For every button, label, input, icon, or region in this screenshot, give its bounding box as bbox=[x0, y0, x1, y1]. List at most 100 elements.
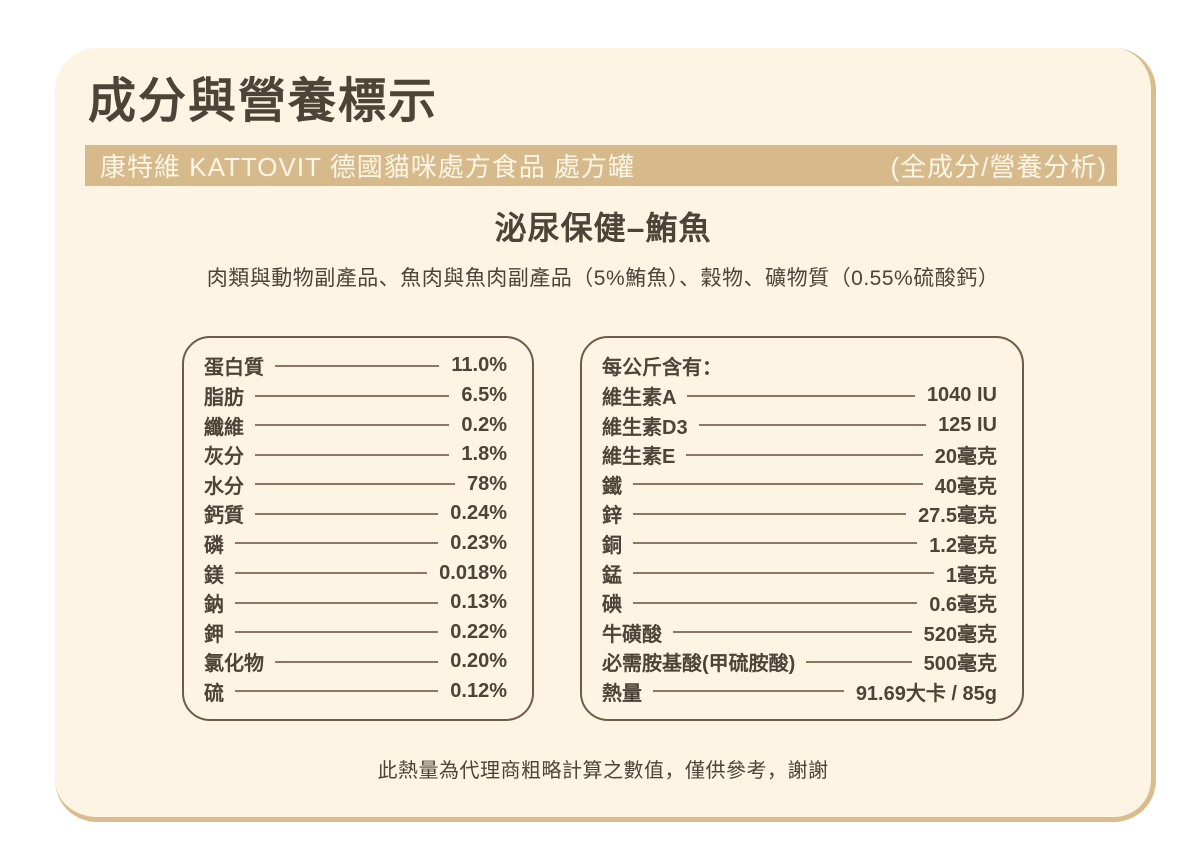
nutrient-label: 灰分 bbox=[204, 446, 244, 469]
nutrient-value: 20毫克 bbox=[934, 446, 997, 469]
nutrient-value: 0.2% bbox=[461, 413, 507, 436]
nutrient-label: 磷 bbox=[204, 534, 224, 557]
nutrient-row: 必需胺基酸(甲硫胺酸) 500毫克 bbox=[602, 647, 997, 677]
nutrient-value: 27.5毫克 bbox=[918, 505, 997, 528]
nutrient-value: 520毫克 bbox=[923, 623, 997, 646]
nutrient-value: 40毫克 bbox=[934, 475, 997, 498]
nutrient-value: 6.5% bbox=[461, 384, 507, 407]
nutrition-card: 成分與營養標示 康特維 KATTOVIT 德國貓咪處方食品 處方罐 (全成分/營… bbox=[55, 48, 1156, 822]
nutrient-row: 蛋白質 11.0% bbox=[204, 351, 507, 381]
nutrient-label: 鎂 bbox=[204, 564, 224, 587]
nutrient-row: 維生素D3 125 IU bbox=[602, 410, 997, 440]
nutrient-row: 鎂 0.018% bbox=[204, 558, 507, 588]
nutrient-row: 磷 0.23% bbox=[204, 529, 507, 559]
nutrient-value: 0.24% bbox=[450, 502, 507, 525]
per-kg-box: 每公斤含有： 維生素A 1040 IU 維生素D3 125 IU 維生素E 20… bbox=[580, 336, 1024, 722]
leader-line bbox=[806, 660, 912, 663]
leader-line bbox=[653, 690, 844, 693]
leader-line bbox=[633, 601, 918, 604]
leader-line bbox=[633, 512, 907, 515]
banner-analysis-label: (全成分/營養分析) bbox=[890, 152, 1107, 183]
nutrient-label: 纖維 bbox=[204, 416, 244, 439]
leader-line bbox=[255, 512, 439, 515]
nutrient-value: 0.23% bbox=[450, 531, 507, 554]
nutrient-value: 1.8% bbox=[461, 443, 507, 466]
leader-line bbox=[686, 453, 923, 456]
leader-line bbox=[687, 394, 915, 397]
nutrient-label: 鋅 bbox=[602, 505, 622, 528]
calorie-disclaimer: 此熱量為代理商粗略計算之數值，僅供參考，謝謝 bbox=[377, 760, 829, 783]
page-title: 成分與營養標示 bbox=[88, 75, 439, 128]
nutrient-row: 氯化物 0.20% bbox=[204, 647, 507, 677]
leader-line bbox=[235, 572, 428, 575]
nutrient-value: 125 IU bbox=[938, 413, 997, 436]
nutrient-value: 91.69大卡 / 85g bbox=[855, 682, 997, 705]
leader-line bbox=[633, 542, 918, 545]
nutrient-row: 鐵 40毫克 bbox=[602, 470, 997, 500]
nutrient-row: 銅 1.2毫克 bbox=[602, 529, 997, 559]
guaranteed-analysis-box: 蛋白質 11.0% 脂肪 6.5% 纖維 0.2% 灰分 1.8% 水分 78%… bbox=[182, 336, 534, 722]
nutrient-row: 水分 78% bbox=[204, 470, 507, 500]
leader-line bbox=[255, 453, 450, 456]
nutrient-label: 必需胺基酸(甲硫胺酸) bbox=[602, 653, 796, 676]
nutrient-value: 1040 IU bbox=[926, 384, 997, 407]
nutrient-row: 硫 0.12% bbox=[204, 677, 507, 707]
nutrient-value: 0.018% bbox=[439, 561, 507, 584]
leader-line bbox=[633, 483, 923, 486]
nutrient-label: 鉀 bbox=[204, 623, 224, 646]
leader-line bbox=[255, 483, 455, 486]
nutrient-row: 維生素A 1040 IU bbox=[602, 381, 997, 411]
nutrient-value: 11.0% bbox=[451, 354, 507, 377]
leader-line bbox=[235, 542, 439, 545]
nutrient-label: 熱量 bbox=[602, 682, 642, 705]
nutrient-label: 維生素D3 bbox=[602, 416, 688, 439]
nutrient-row: 牛磺酸 520毫克 bbox=[602, 617, 997, 647]
nutrient-value: 1.2毫克 bbox=[929, 534, 997, 557]
nutrient-label: 維生素A bbox=[602, 387, 677, 410]
leader-line bbox=[235, 690, 439, 693]
leader-line bbox=[275, 364, 440, 367]
nutrient-label: 蛋白質 bbox=[204, 357, 264, 380]
nutrient-label: 鈉 bbox=[204, 594, 224, 617]
nutrient-label: 水分 bbox=[204, 475, 244, 498]
analysis-rows: 蛋白質 11.0% 脂肪 6.5% 纖維 0.2% 灰分 1.8% 水分 78%… bbox=[204, 351, 507, 706]
nutrient-value: 0.6毫克 bbox=[929, 594, 997, 617]
leader-line bbox=[673, 631, 912, 634]
leader-line bbox=[235, 601, 439, 604]
leader-line bbox=[633, 572, 934, 575]
nutrient-row: 維生素E 20毫克 bbox=[602, 440, 997, 470]
leader-line bbox=[235, 631, 439, 634]
nutrient-row: 熱量 91.69大卡 / 85g bbox=[602, 677, 997, 707]
nutrient-value: 78% bbox=[466, 472, 507, 495]
nutrient-row: 鈣質 0.24% bbox=[204, 499, 507, 529]
nutrient-value: 1毫克 bbox=[945, 564, 997, 587]
nutrient-row: 灰分 1.8% bbox=[204, 440, 507, 470]
nutrient-label: 氯化物 bbox=[204, 653, 264, 676]
ingredients-line: 肉類與動物副產品、魚肉與魚肉副產品（5%鮪魚）、穀物、礦物質（0.55%硫酸鈣） bbox=[206, 267, 1000, 291]
per-kg-header: 每公斤含有： bbox=[602, 357, 722, 380]
leader-line bbox=[698, 424, 927, 427]
nutrient-label: 鐵 bbox=[602, 475, 622, 498]
nutrient-label: 碘 bbox=[602, 594, 622, 617]
per-kg-rows: 每公斤含有： 維生素A 1040 IU 維生素D3 125 IU 維生素E 20… bbox=[602, 351, 997, 706]
banner-product-name: 康特維 KATTOVIT 德國貓咪處方食品 處方罐 bbox=[100, 152, 635, 183]
flavor-title: 泌尿保健–鮪魚 bbox=[494, 210, 712, 247]
nutrient-row: 鉀 0.22% bbox=[204, 617, 507, 647]
nutrient-row: 脂肪 6.5% bbox=[204, 381, 507, 411]
nutrient-label: 牛磺酸 bbox=[602, 623, 662, 646]
leader-line bbox=[255, 394, 450, 397]
nutrient-row: 錳 1毫克 bbox=[602, 558, 997, 588]
nutrient-value: 0.12% bbox=[450, 679, 507, 702]
product-banner: 康特維 KATTOVIT 德國貓咪處方食品 處方罐 (全成分/營養分析) bbox=[85, 145, 1117, 187]
nutrition-boxes: 蛋白質 11.0% 脂肪 6.5% 纖維 0.2% 灰分 1.8% 水分 78%… bbox=[55, 336, 1151, 722]
nutrient-label: 錳 bbox=[602, 564, 622, 587]
nutrient-value: 0.20% bbox=[450, 650, 507, 673]
leader-line bbox=[275, 660, 439, 663]
nutrient-label: 銅 bbox=[602, 534, 622, 557]
nutrient-label: 鈣質 bbox=[204, 505, 244, 528]
nutrient-row: 鋅 27.5毫克 bbox=[602, 499, 997, 529]
nutrient-label: 脂肪 bbox=[204, 387, 244, 410]
nutrient-label: 維生素E bbox=[602, 446, 676, 469]
nutrient-value: 0.13% bbox=[450, 591, 507, 614]
nutrient-row: 纖維 0.2% bbox=[204, 410, 507, 440]
